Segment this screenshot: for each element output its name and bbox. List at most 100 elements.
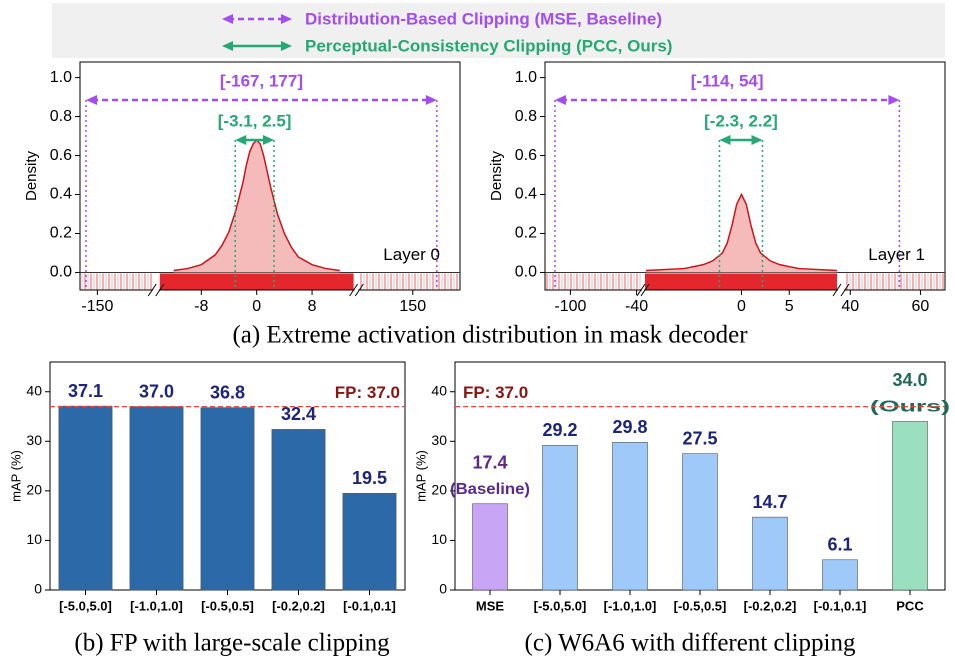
legend-swatch-head: [281, 41, 292, 51]
value-note: (Baseline): [450, 481, 530, 498]
y-axis-label: Density: [23, 150, 40, 201]
y-tick-label: 20: [26, 482, 42, 498]
y-tick-label: 30: [26, 432, 42, 448]
range-arrow-head: [751, 135, 763, 145]
x-tick-label: [-5.0,5.0]: [534, 598, 587, 613]
y-axis-label: Density: [488, 150, 505, 201]
value-label: 14.7: [752, 492, 787, 512]
x-tick-label: MSE: [476, 598, 505, 613]
value-label: 37.0: [139, 381, 174, 401]
bar: [200, 407, 255, 591]
break-mark: [349, 283, 359, 297]
axis-break: [354, 273, 359, 295]
legend-label: Distribution-Based Clipping (MSE, Baseli…: [305, 9, 662, 28]
range-arrow-head: [263, 135, 275, 145]
break-mark: [640, 283, 650, 297]
x-tick-label: 40: [841, 298, 859, 315]
bar: [542, 444, 578, 591]
legend-swatch-head: [222, 41, 233, 51]
y-tick-label: 0.8: [50, 108, 72, 125]
density-curve: [645, 192, 838, 272]
range-arrow-head: [425, 95, 437, 105]
bar: [682, 453, 718, 591]
bar: [892, 421, 928, 591]
x-tick-label: [-0.2,0.2]: [744, 598, 797, 613]
density-area: [173, 139, 340, 273]
x-tick-label: [-1.0,1.0]: [130, 598, 183, 613]
y-tick-label: 0.4: [515, 186, 537, 203]
value-note: (Ours): [870, 399, 950, 416]
x-tick-label: 0: [252, 298, 261, 315]
density-area: [645, 194, 837, 273]
rug: [80, 273, 153, 290]
y-axis-label: mAP (%): [8, 450, 23, 502]
caption: (a) Extreme activation distribution in m…: [232, 322, 748, 349]
bar: [271, 429, 326, 591]
x-tick-label: -40: [625, 298, 648, 315]
y-tick-label: 0.0: [515, 264, 537, 281]
range-label: [-114, 54]: [691, 71, 764, 90]
y-tick-label: 0: [439, 581, 447, 597]
value-label: 34.0: [892, 370, 927, 390]
range-arrow-head: [888, 95, 900, 105]
y-tick-label: 40: [26, 382, 42, 398]
range-arrow-head: [719, 135, 731, 145]
y-tick-label: 20: [431, 482, 447, 498]
range-label: [-2.3, 2.2]: [704, 111, 778, 130]
legend-label: Perceptual-Consistency Clipping (PCC, Ou…: [305, 36, 672, 55]
bar: [342, 493, 397, 591]
x-tick-label: -150: [81, 298, 113, 315]
y-tick-label: 0.2: [515, 225, 537, 242]
bar: [612, 441, 648, 591]
rug: [645, 273, 837, 290]
break-mark: [840, 283, 850, 297]
range-label: [-3.1, 2.5]: [218, 111, 292, 130]
y-tick-label: 10: [26, 531, 42, 547]
axis-break: [642, 273, 644, 295]
value-label: 19.5: [352, 468, 387, 488]
y-tick-label: 0.2: [50, 225, 72, 242]
range-arrow-head: [235, 135, 247, 145]
bar: [472, 503, 508, 591]
legend-box: [52, 3, 945, 58]
x-tick-label: 150: [399, 298, 426, 315]
break-mark: [147, 283, 157, 297]
x-tick-label: PCC: [896, 598, 924, 613]
x-tick-label: 5: [785, 298, 794, 315]
range-arrow-head: [86, 95, 98, 105]
break-mark: [354, 283, 364, 297]
x-tick-label: [-0.1,0.1]: [343, 598, 396, 613]
x-tick-label: [-0.5,0.5]: [201, 598, 254, 613]
bar: [129, 406, 184, 591]
rug: [845, 273, 945, 290]
y-tick-label: 30: [431, 432, 447, 448]
break-mark: [155, 283, 165, 297]
caption: (b) FP with large-scale clipping: [74, 630, 390, 657]
value-label: 17.4: [472, 453, 507, 473]
y-tick-label: 1.0: [50, 69, 72, 86]
range-label: [-167, 177]: [220, 71, 303, 90]
rug: [359, 273, 460, 290]
value-label: 37.1: [68, 381, 103, 401]
value-label: 32.4: [281, 404, 316, 424]
x-tick-label: [-0.2,0.2]: [272, 598, 325, 613]
value-label: 29.2: [542, 420, 577, 440]
value-label: 36.8: [210, 382, 245, 402]
legend-swatch-head: [281, 14, 292, 24]
y-tick-label: 0.6: [50, 147, 72, 164]
bar: [822, 559, 858, 591]
value-label: 27.5: [682, 428, 717, 448]
y-tick-label: 0.0: [50, 264, 72, 281]
layer-label: Layer 0: [383, 245, 440, 264]
y-axis-label: mAP (%): [413, 450, 428, 502]
legend-swatch-head: [222, 14, 233, 24]
x-tick-label: 8: [308, 298, 317, 315]
range-arrow-head: [554, 95, 566, 105]
reference-label: FP: 37.0: [335, 383, 400, 402]
x-tick-label: -100: [554, 298, 586, 315]
y-tick-label: 0.8: [515, 108, 537, 125]
bar: [58, 405, 113, 591]
x-tick-label: 60: [912, 298, 930, 315]
plot-frame: [544, 61, 946, 291]
